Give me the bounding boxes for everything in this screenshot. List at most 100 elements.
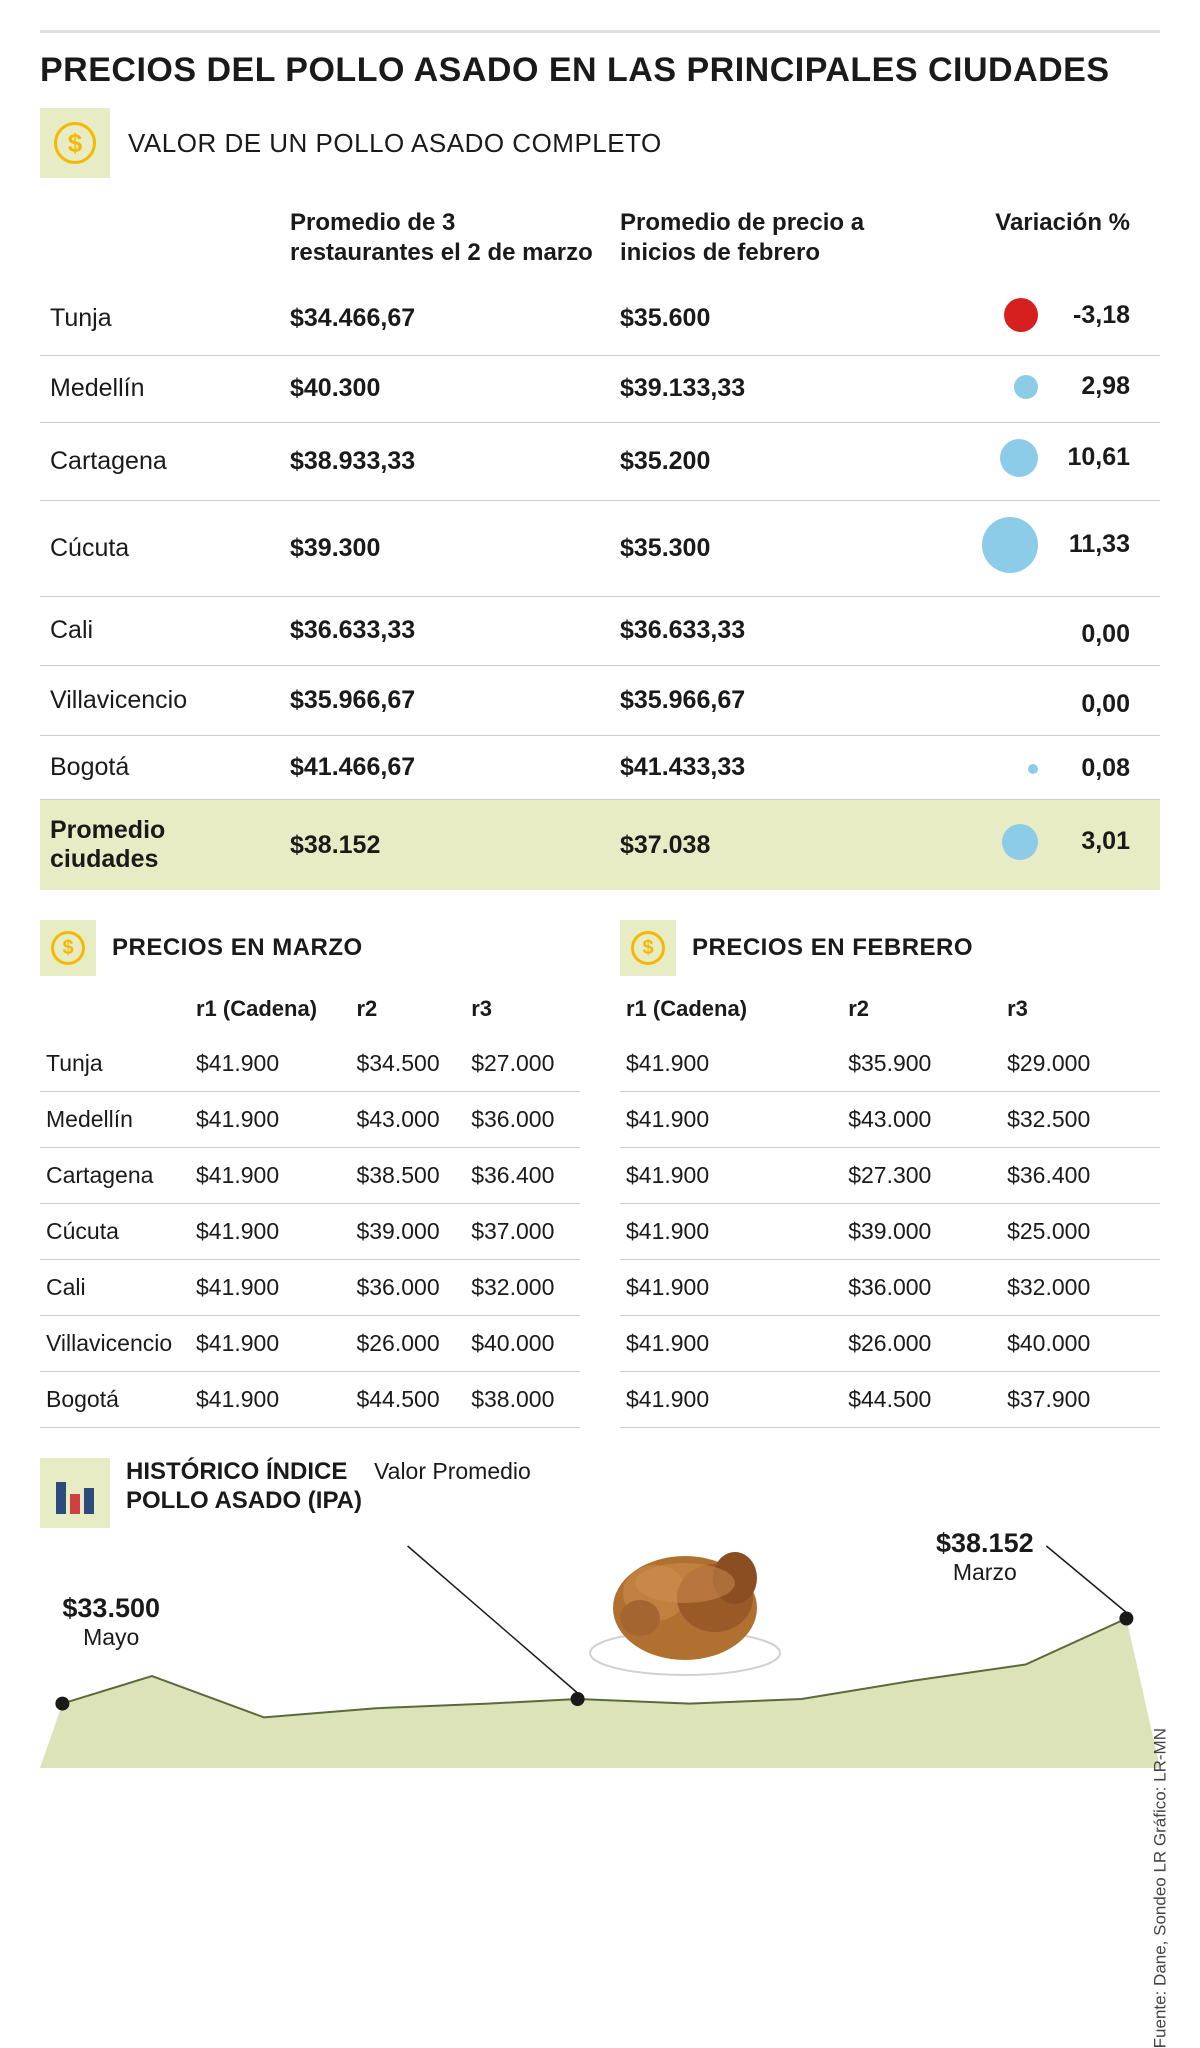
history-subtitle: Valor Promedio (374, 1458, 531, 1484)
r1-cell: $41.900 (620, 1372, 842, 1428)
r3-cell: $25.000 (1001, 1204, 1160, 1260)
table-row: Promedio ciudades$38.152$37.0383,01 (40, 800, 1160, 891)
r1-cell: $41.900 (620, 1204, 842, 1260)
dollar-icon: $ (54, 122, 96, 164)
r3-cell: $36.000 (465, 1092, 580, 1148)
variation-value: 3,01 (1050, 827, 1130, 856)
city-cell: Cúcuta (40, 500, 280, 596)
feb-cell: $39.133,33 (610, 356, 900, 423)
r3-cell: $38.000 (465, 1372, 580, 1428)
march-cell: $40.300 (280, 356, 610, 423)
var-cell: 0,08 (900, 735, 1160, 800)
table-row: Tunja$41.900$35.900$29.000 (620, 1036, 1160, 1092)
main-th-var: Variación % (900, 200, 1160, 282)
march-cell: $41.466,67 (280, 735, 610, 800)
feb-cell: $36.633,33 (610, 596, 900, 666)
march-cell: $34.466,67 (280, 282, 610, 356)
table-row: Cartagena$41.900$27.300$36.400 (620, 1148, 1160, 1204)
table-row: Villavicencio$41.900$26.000$40.000 (40, 1316, 580, 1372)
r1-cell: $41.900 (620, 1260, 842, 1316)
chart-label: $33.500Mayo (62, 1593, 160, 1651)
march-cell: $38.933,33 (280, 422, 610, 500)
r3-cell: $36.400 (1001, 1148, 1160, 1204)
r2-cell: $36.000 (842, 1260, 1001, 1316)
r3-cell: $29.000 (1001, 1036, 1160, 1092)
dollar-icon-box: $ (620, 920, 676, 976)
main-th-city (40, 200, 280, 282)
history-title-1: HISTÓRICO ÍNDICE (126, 1458, 347, 1485)
r2-cell: $26.000 (350, 1316, 465, 1372)
bar-chart-icon (40, 1458, 110, 1528)
r1-cell: $41.900 (190, 1260, 350, 1316)
feb-th-r3: r3 (1001, 986, 1160, 1036)
r1-cell: $41.900 (620, 1316, 842, 1372)
variation-bubble (982, 517, 1038, 573)
r1-cell: $41.900 (190, 1204, 350, 1260)
var-cell: 0,00 (900, 596, 1160, 666)
city-cell: Cali (40, 596, 280, 666)
march-th-r2: r2 (350, 986, 465, 1036)
table-row: Cartagena$38.933,33$35.20010,61 (40, 422, 1160, 500)
history-section: HISTÓRICO ÍNDICE Valor Promedio POLLO AS… (40, 1458, 1160, 1768)
r2-cell: $26.000 (842, 1316, 1001, 1372)
r1-cell: $41.900 (190, 1148, 350, 1204)
r3-cell: $40.000 (465, 1316, 580, 1372)
variation-bubble (1004, 298, 1038, 332)
subtitle-row: $ VALOR DE UN POLLO ASADO COMPLETO (40, 108, 1160, 178)
march-th-r1: r1 (Cadena) (190, 986, 350, 1036)
chart-price: $38.152 (936, 1528, 1034, 1559)
chart-month: Mayo (62, 1624, 160, 1651)
feb-subtitle: PRECIOS EN FEBRERO (692, 934, 973, 962)
chicken-image (580, 1518, 790, 1678)
r1-cell: $41.900 (190, 1092, 350, 1148)
r1-cell: $41.900 (190, 1372, 350, 1428)
r3-cell: $36.400 (465, 1148, 580, 1204)
variation-value: 11,33 (1050, 530, 1130, 559)
var-cell: 2,98 (900, 356, 1160, 423)
table-row: Tunja$34.466,67$35.600-3,18 (40, 282, 1160, 356)
dollar-icon: $ (631, 931, 665, 965)
main-price-table: Promedio de 3 restaurantes el 2 de marzo… (40, 200, 1160, 890)
variation-bubble (1028, 764, 1038, 774)
r2-cell: $43.000 (842, 1092, 1001, 1148)
feb-cell: $35.966,67 (610, 666, 900, 736)
march-cell: $39.300 (280, 500, 610, 596)
march-cell: $36.633,33 (280, 596, 610, 666)
feb-prices-col: $ PRECIOS EN FEBRERO r1 (Cadena) r2 r3 T… (620, 920, 1160, 1428)
r1-cell: $41.900 (620, 1148, 842, 1204)
chart-label: $38.152Marzo (936, 1528, 1034, 1586)
march-table: r1 (Cadena) r2 r3 Tunja$41.900$34.500$27… (40, 986, 580, 1428)
r2-cell: $43.000 (350, 1092, 465, 1148)
city-cell: Bogotá (40, 1372, 190, 1428)
source-credit: Fuente: Dane, Sondeo LR Gráfico: LR-MN (1150, 1728, 1170, 2048)
table-row: Tunja$41.900$34.500$27.000 (40, 1036, 580, 1092)
feb-cell: $35.300 (610, 500, 900, 596)
variation-value: 0,08 (1050, 754, 1130, 783)
variation-bubble (1002, 824, 1038, 860)
dollar-icon-box: $ (40, 108, 110, 178)
table-row: Cali$36.633,33$36.633,330,00 (40, 596, 1160, 666)
table-row: Cali$41.900$36.000$32.000 (620, 1260, 1160, 1316)
r1-cell: $41.900 (190, 1316, 350, 1372)
r2-cell: $34.500 (350, 1036, 465, 1092)
main-th-feb: Promedio de precio a inicios de febrero (610, 200, 900, 282)
city-cell: Medellín (40, 356, 280, 423)
city-cell: Tunja (40, 282, 280, 356)
r3-cell: $32.000 (465, 1260, 580, 1316)
variation-value: 0,00 (1050, 620, 1130, 649)
r2-cell: $35.900 (842, 1036, 1001, 1092)
variation-value: 0,00 (1050, 690, 1130, 719)
table-row: Cúcuta$41.900$39.000$25.000 (620, 1204, 1160, 1260)
table-row: Cali$41.900$36.000$32.000 (40, 1260, 580, 1316)
table-row: Bogotá$41.900$44.500$37.900 (620, 1372, 1160, 1428)
variation-value: 10,61 (1050, 443, 1130, 472)
feb-cell: $41.433,33 (610, 735, 900, 800)
main-th-march: Promedio de 3 restaurantes el 2 de marzo (280, 200, 610, 282)
city-cell: Tunja (40, 1036, 190, 1092)
variation-value: 2,98 (1050, 372, 1130, 401)
march-cell: $35.966,67 (280, 666, 610, 736)
history-title-2: POLLO ASADO (IPA) (126, 1487, 531, 1516)
march-prices-col: $ PRECIOS EN MARZO r1 (Cadena) r2 r3 Tun… (40, 920, 580, 1428)
var-cell: -3,18 (900, 282, 1160, 356)
r2-cell: $38.500 (350, 1148, 465, 1204)
